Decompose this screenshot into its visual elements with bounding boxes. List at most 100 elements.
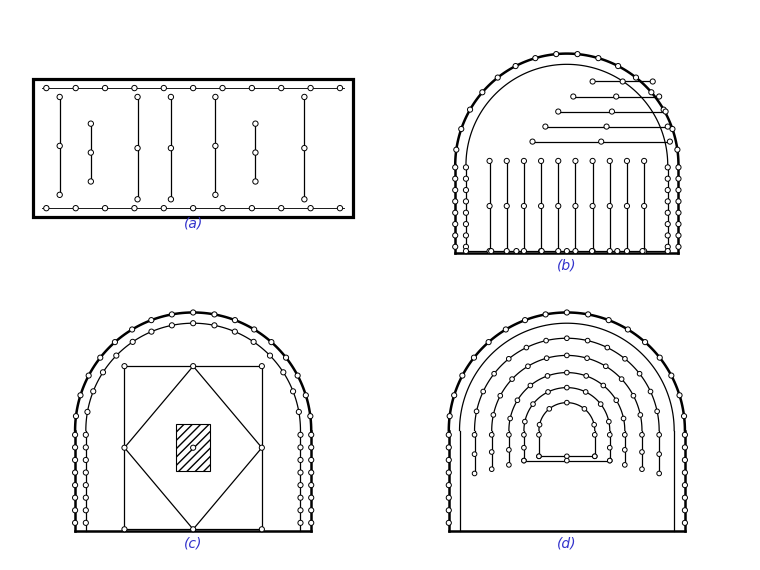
Circle shape — [545, 373, 549, 378]
Circle shape — [667, 139, 673, 144]
Text: (b): (b) — [557, 259, 577, 272]
Circle shape — [446, 445, 451, 450]
Circle shape — [73, 86, 78, 91]
Circle shape — [191, 206, 196, 211]
Circle shape — [676, 244, 681, 249]
Circle shape — [453, 222, 458, 227]
Circle shape — [657, 471, 661, 476]
Circle shape — [72, 432, 78, 437]
Circle shape — [625, 327, 631, 332]
Circle shape — [43, 206, 49, 211]
Circle shape — [539, 158, 543, 164]
Circle shape — [464, 176, 468, 181]
Circle shape — [521, 158, 527, 164]
Circle shape — [298, 508, 303, 513]
Circle shape — [650, 79, 655, 84]
Circle shape — [584, 390, 588, 394]
Circle shape — [290, 389, 296, 394]
Circle shape — [446, 470, 451, 475]
Circle shape — [98, 355, 103, 360]
Circle shape — [114, 353, 119, 358]
Circle shape — [472, 433, 477, 437]
Circle shape — [447, 414, 452, 419]
Circle shape — [302, 145, 307, 151]
Circle shape — [464, 165, 468, 170]
Circle shape — [606, 420, 611, 424]
Circle shape — [625, 249, 629, 254]
Circle shape — [298, 470, 303, 475]
Circle shape — [521, 433, 526, 437]
Circle shape — [504, 203, 509, 209]
Circle shape — [528, 383, 533, 388]
Circle shape — [556, 249, 561, 254]
Circle shape — [575, 51, 580, 56]
Circle shape — [521, 458, 526, 463]
Circle shape — [603, 364, 608, 369]
Circle shape — [460, 373, 465, 378]
Circle shape — [642, 340, 648, 345]
Circle shape — [622, 356, 627, 361]
Circle shape — [489, 467, 494, 471]
Circle shape — [537, 454, 541, 459]
Circle shape — [251, 339, 256, 344]
Circle shape — [453, 176, 458, 181]
Circle shape — [593, 454, 597, 459]
Circle shape — [161, 206, 166, 211]
Circle shape — [471, 355, 477, 360]
Circle shape — [464, 249, 468, 254]
Circle shape — [72, 495, 78, 500]
Circle shape — [515, 398, 520, 402]
Circle shape — [590, 203, 595, 209]
Circle shape — [504, 249, 509, 254]
Circle shape — [585, 338, 590, 343]
Circle shape — [259, 364, 264, 369]
Circle shape — [453, 233, 458, 238]
Circle shape — [103, 206, 108, 211]
Circle shape — [521, 445, 526, 450]
Circle shape — [547, 406, 552, 411]
Circle shape — [249, 206, 255, 211]
Circle shape — [57, 94, 62, 100]
Circle shape — [489, 249, 494, 254]
Circle shape — [607, 249, 613, 254]
Circle shape — [233, 317, 238, 323]
Circle shape — [619, 377, 624, 381]
Circle shape — [191, 310, 196, 315]
Circle shape — [337, 206, 343, 211]
Circle shape — [168, 197, 173, 202]
Circle shape — [122, 527, 127, 532]
Circle shape — [131, 86, 137, 91]
Circle shape — [472, 452, 477, 457]
Circle shape — [530, 402, 535, 406]
Circle shape — [593, 454, 597, 459]
Circle shape — [74, 414, 78, 419]
Circle shape — [565, 353, 569, 358]
Circle shape — [521, 249, 527, 254]
Circle shape — [130, 339, 135, 344]
Circle shape — [640, 249, 645, 254]
Circle shape — [676, 222, 681, 227]
Circle shape — [506, 356, 511, 361]
Circle shape — [657, 452, 661, 457]
Circle shape — [112, 340, 118, 345]
Circle shape — [85, 409, 90, 414]
Circle shape — [682, 457, 688, 463]
Circle shape — [492, 372, 496, 376]
Circle shape — [682, 414, 686, 419]
Circle shape — [88, 150, 93, 155]
Circle shape — [100, 370, 106, 375]
Circle shape — [464, 188, 468, 193]
Circle shape — [298, 445, 303, 450]
Circle shape — [135, 94, 140, 100]
Circle shape — [84, 495, 88, 500]
Circle shape — [191, 321, 196, 326]
Circle shape — [220, 206, 225, 211]
Circle shape — [607, 458, 612, 463]
Circle shape — [252, 327, 257, 332]
Circle shape — [72, 508, 78, 513]
Circle shape — [607, 158, 613, 164]
Circle shape — [298, 432, 303, 437]
Circle shape — [661, 107, 667, 112]
Circle shape — [309, 483, 314, 488]
Circle shape — [543, 124, 548, 129]
